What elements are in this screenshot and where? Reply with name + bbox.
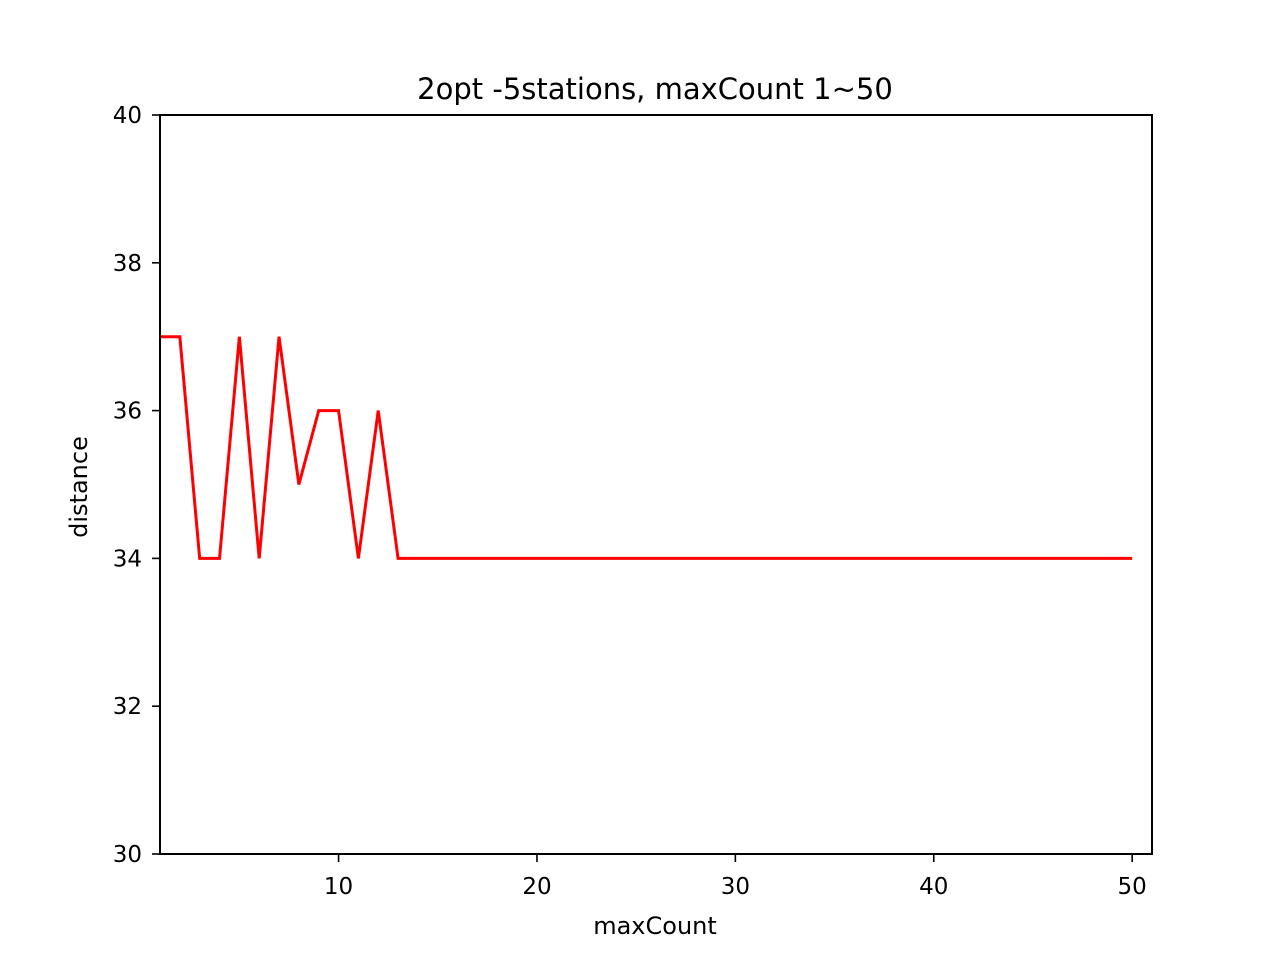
y-tick-label: 38 [113,251,142,277]
plot-frame [159,114,1153,855]
series-line-1 [160,335,1133,560]
y-tick-label: 32 [113,694,142,720]
x-tick-label: 30 [721,874,750,900]
x-tick-label: 10 [324,874,353,900]
y-tick-label: 30 [113,842,142,868]
x-tick-label: 50 [1118,874,1147,900]
y-tick-label: 34 [113,546,142,572]
y-tick-label: 40 [113,103,142,129]
x-tick-label: 20 [522,874,551,900]
plot-area [159,114,1153,855]
chart-title: 2opt -5stations, maxCount 1~50 [417,72,893,106]
y-axis-label: distance [65,436,93,538]
x-axis-label: maxCount [593,912,717,940]
y-axis-ticks: 30 32 34 36 38 40 [113,103,160,868]
x-axis-ticks: 10 20 30 40 50 [324,854,1147,900]
y-tick-label: 36 [113,399,142,425]
x-tick-label: 40 [919,874,948,900]
